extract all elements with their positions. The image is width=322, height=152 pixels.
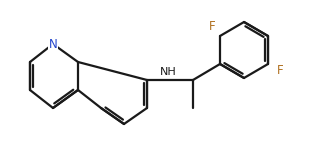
Text: F: F — [277, 64, 283, 76]
Text: NH: NH — [160, 67, 176, 77]
Text: N: N — [49, 38, 57, 50]
Text: F: F — [209, 19, 215, 33]
